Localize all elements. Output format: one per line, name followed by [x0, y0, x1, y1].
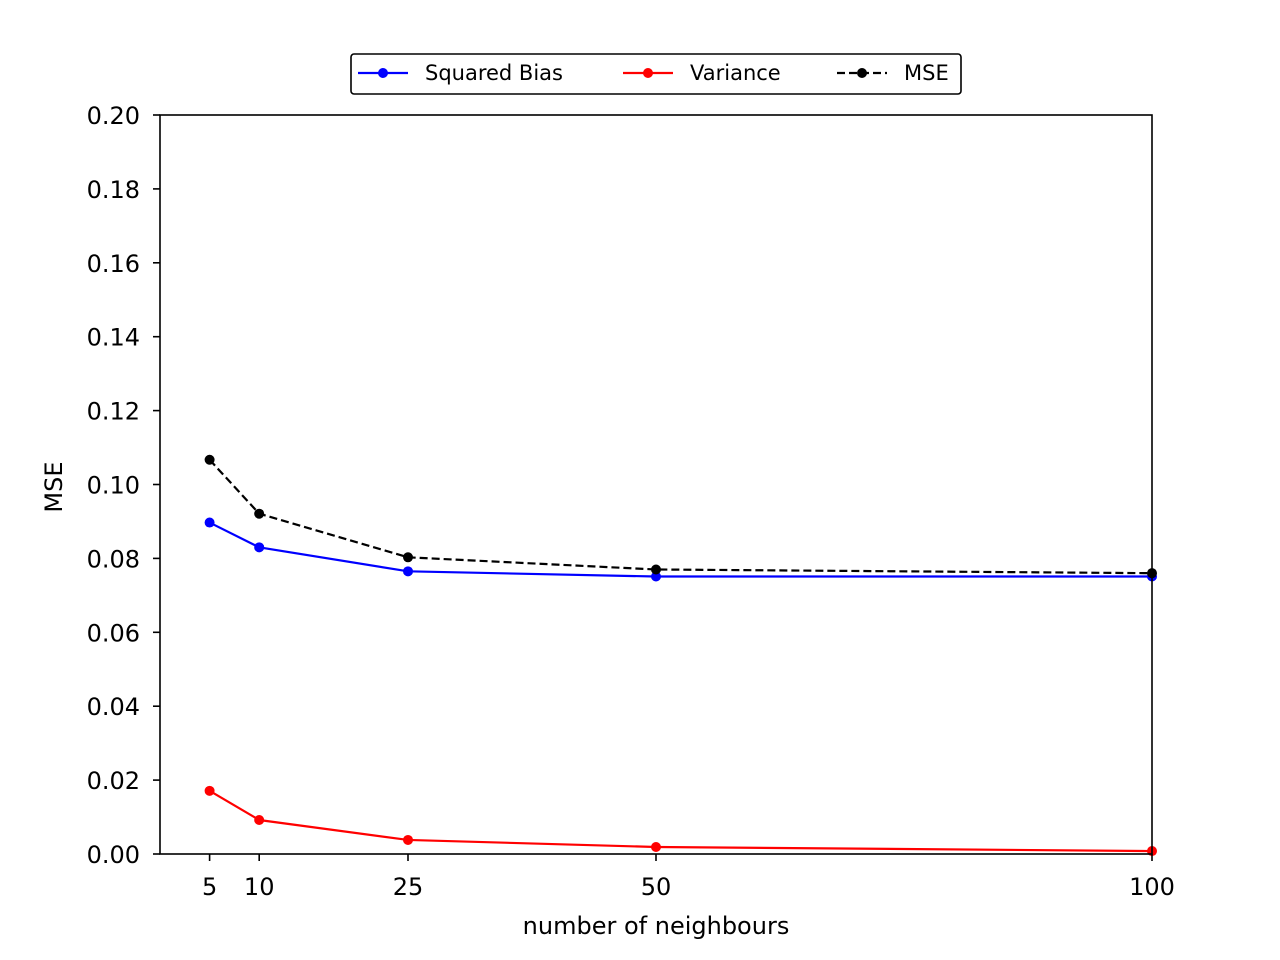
x-tick-label: 5: [202, 873, 217, 901]
data-point-squared-bias: [254, 542, 265, 553]
data-point-variance: [403, 834, 413, 845]
y-tick-label: 0.02: [87, 767, 140, 795]
data-point-squared-bias: [403, 566, 413, 577]
plot-area: [204, 454, 1157, 857]
data-point-squared-bias: [204, 517, 215, 528]
data-point-mse: [254, 508, 265, 519]
legend-label-mse: MSE: [904, 61, 949, 85]
data-point-mse: [204, 454, 215, 465]
y-tick-label: 0.12: [87, 398, 140, 426]
data-point-mse: [403, 552, 413, 563]
data-point-variance: [204, 785, 215, 796]
data-point-variance: [651, 841, 661, 852]
data-point-mse: [651, 564, 661, 575]
legend-label-squared-bias: Squared Bias: [425, 61, 563, 85]
axis-ticks: 0.00 0.02 0.04 0.06 0.08 0.10 0.12 0.14 0.16 0.18…: [87, 102, 1175, 901]
x-tick-label: 50: [641, 873, 672, 901]
y-tick-label: 0.06: [87, 619, 140, 647]
series-mse: [204, 454, 1157, 579]
y-tick-label: 0.20: [87, 102, 140, 130]
y-tick-label: 0.16: [87, 250, 140, 278]
x-tick-label: 25: [393, 873, 424, 901]
y-tick-label: 0.10: [87, 472, 140, 500]
x-tick-label: 10: [244, 873, 275, 901]
y-tick-label: 0.14: [87, 324, 140, 352]
legend: Squared Bias Variance MSE: [350, 53, 962, 95]
y-tick-label: 0.00: [87, 841, 140, 869]
data-point-squared-bias: [651, 571, 661, 582]
data-point-variance: [254, 815, 265, 826]
y-tick-label: 0.04: [87, 693, 140, 721]
x-axis-label: number of neighbours: [523, 912, 790, 940]
y-axis-label: MSE: [40, 461, 68, 512]
legend-marker-squared-bias: [378, 68, 388, 78]
legend-label-variance: Variance: [690, 61, 781, 85]
legend-marker-mse: [857, 68, 867, 78]
series-variance: [204, 785, 1157, 857]
x-tick-label: 100: [1129, 873, 1175, 901]
y-tick-label: 0.08: [87, 545, 140, 573]
y-tick-label: 0.18: [87, 176, 140, 204]
legend-marker-variance: [643, 68, 653, 78]
